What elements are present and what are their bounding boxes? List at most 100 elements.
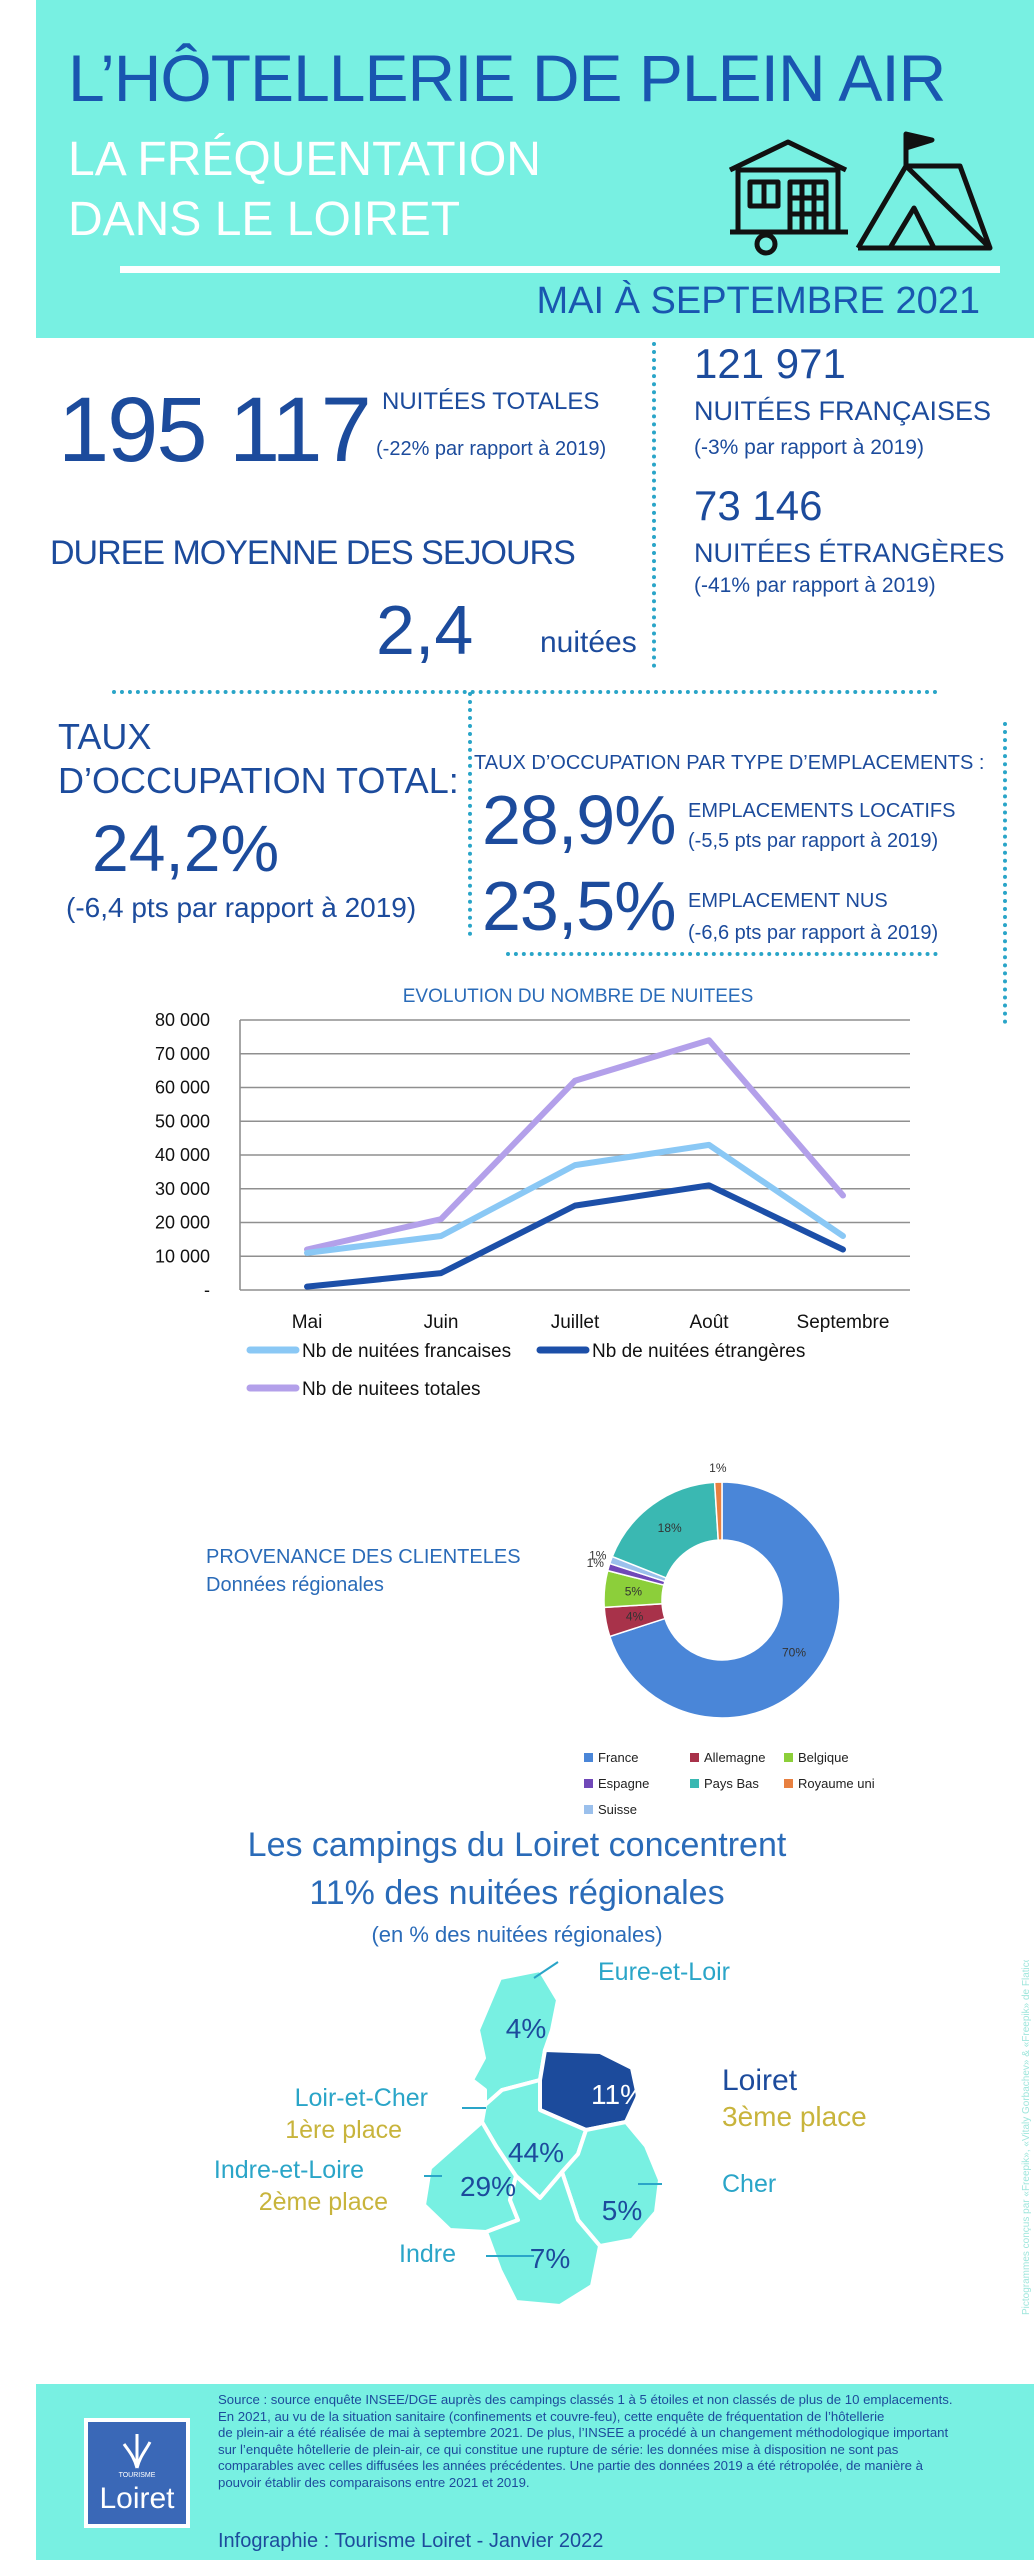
dept-indre	[484, 2170, 602, 2308]
source-line: Source : source enquête INSEE/DGE auprès…	[218, 2392, 953, 2407]
legend-label: Allemagne	[704, 1750, 765, 1765]
donut-labels: 70%4%5%1%1%18%1%	[587, 1461, 807, 1659]
legend-label: Pays Bas	[704, 1776, 759, 1791]
dotted-divider	[506, 952, 938, 956]
occupancy-total-label-line1: TAUX	[58, 716, 152, 757]
donut-slice-label: 1%	[709, 1461, 727, 1475]
legend-label: Nb de nuitées francaises	[302, 1341, 511, 1362]
map-rank-indre-et-loire: 2ème place	[259, 2188, 388, 2216]
series-line-1	[304, 1182, 846, 1290]
map-rank-loiret: 3ème place	[722, 2101, 867, 2132]
legend-swatch	[784, 1753, 793, 1762]
mobile-home-icon	[728, 139, 848, 256]
rental-pitch-occupancy-label: EMPLACEMENTS LOCATIFS	[688, 800, 956, 822]
series-line-0	[304, 1141, 846, 1256]
occupancy-total-label-line2: D’OCCUPATION TOTAL:	[58, 760, 459, 801]
dotted-divider	[468, 692, 472, 936]
donut-slice-label: 5%	[625, 1585, 643, 1599]
map-title-line2: 11% des nuitées régionales	[309, 1874, 725, 1912]
rental-pitch-occupancy-change: (-5,5 pts par rapport à 2019)	[688, 830, 939, 852]
map-rank-loir-et-cher: 1ère place	[285, 2116, 402, 2144]
legend-label: Suisse	[598, 1802, 637, 1817]
legend-swatch	[690, 1753, 699, 1762]
french-nights-value: 121 971	[694, 340, 846, 387]
y-tick-label: 80 000	[155, 1010, 210, 1030]
dotted-divider	[1003, 722, 1007, 1024]
tourisme-loiret-logo: TOURISME Loiret	[84, 2418, 190, 2528]
source-line: comparables avec celles diffusées les an…	[218, 2458, 924, 2473]
infographic-credit: Infographie : Tourisme Loiret - Janvier …	[218, 2530, 604, 2552]
map-label-loiret: Loiret	[722, 2064, 798, 2097]
y-tick-label: 30 000	[155, 1179, 210, 1199]
total-nights-value: 195 117	[58, 379, 372, 481]
source-note: Source : source enquête INSEE/DGE auprès…	[218, 2392, 1030, 2491]
period-label: MAI À SEPTEMBRE 2021	[536, 280, 981, 322]
source-line: En 2021, au vu de la situation sanitaire…	[218, 2408, 885, 2424]
total-nights-label: NUITÉES TOTALES	[382, 388, 600, 415]
icon-credit: Pictogrammes conçus par «Freepik», «Vita…	[1021, 1960, 1032, 2315]
nights-evolution-chart: EVOLUTION DU NOMBRE DE NUITEES - 10 000 20…	[155, 986, 910, 1400]
french-nights-change: (-3% par rapport à 2019)	[694, 436, 924, 459]
tent-icon	[855, 131, 993, 251]
foreign-nights-change: (-41% par rapport à 2019)	[694, 574, 936, 597]
logo-name-text: Loiret	[99, 2482, 175, 2515]
flower-logo-icon	[122, 2434, 152, 2469]
map-label-eure-et-loir: Eure-et-Loir	[598, 1958, 730, 1986]
camping-icons	[728, 131, 993, 256]
donut-slice-france	[608, 1481, 841, 1719]
donut-subtitle: Données régionales	[206, 1574, 384, 1596]
map-label-cher: Cher	[722, 2170, 776, 2198]
y-tick-label: 10 000	[155, 1246, 210, 1266]
origin-donut-chart: 70%4%5%1%1%18%1% France Allemagne Belgique…	[584, 1461, 875, 1817]
y-tick-label: 60 000	[155, 1078, 210, 1098]
page-title: L’HÔTELLERIE DE PLEIN AIR	[68, 41, 946, 115]
y-tick-label: 50 000	[155, 1111, 210, 1131]
occupancy-by-type-label: TAUX D’OCCUPATION PAR TYPE D’EMPLACEMENT…	[474, 752, 985, 774]
chart-series-lines	[304, 1037, 846, 1290]
y-tick-label: 20 000	[155, 1213, 210, 1233]
legend-label: Espagne	[598, 1776, 649, 1791]
header-divider	[120, 266, 1000, 273]
x-tick-label: Juillet	[551, 1312, 600, 1333]
map-label-loir-et-cher: Loir-et-Cher	[295, 2084, 428, 2112]
map-value-indre: 7%	[530, 2243, 570, 2274]
x-tick-label: Juin	[424, 1312, 459, 1333]
rental-pitch-occupancy-value: 28,9%	[482, 781, 676, 859]
total-nights-change: (-22% par rapport à 2019)	[376, 438, 607, 460]
donut-slice-label: 70%	[782, 1645, 806, 1659]
source-line: sur l’enquête hôtellerie de plein-air, c…	[218, 2441, 899, 2457]
donut-slice-royaume-uni	[713, 1481, 723, 1541]
avg-stay-unit: nuitées	[540, 626, 637, 659]
source-line: de plein-air a été réalisée de mai à sep…	[218, 2425, 949, 2440]
legend-label: Royaume uni	[798, 1776, 875, 1791]
map-value-cher: 5%	[602, 2195, 642, 2226]
chart-legend: Nb de nuitées francaises Nb de nuitées ét…	[246, 1341, 805, 1400]
x-tick-label: Août	[689, 1312, 729, 1333]
map-label-indre-et-loire: Indre-et-Loire	[214, 2156, 364, 2184]
map-value-loir-et-cher: 44%	[508, 2137, 564, 2168]
map-value-loiret: 11%	[591, 2079, 645, 2110]
x-tick-label: Septembre	[797, 1312, 890, 1333]
y-tick-label: -	[204, 1280, 210, 1300]
donut-slices	[603, 1481, 841, 1719]
legend-swatch	[690, 1779, 699, 1788]
occupancy-total-value: 24,2%	[92, 811, 280, 885]
bare-pitch-occupancy-label: EMPLACEMENT NUS	[688, 890, 888, 912]
avg-stay-label: DUREE MOYENNE DES SEJOURS	[50, 534, 576, 572]
y-tick-label: 70 000	[155, 1044, 210, 1064]
dotted-divider	[652, 342, 656, 668]
chart-x-ticks: Mai Juin Juillet Août Septembre	[292, 1312, 890, 1333]
avg-stay-value: 2,4	[376, 591, 474, 669]
icon-credit-text: Pictogrammes conçus par «Freepik», «Vita…	[1021, 1960, 1032, 2315]
donut-title: PROVENANCE DES CLIENTELES	[206, 1546, 521, 1568]
region-map: 4% 11% 44% 29% 5% 7% Eure-et-Loir Loiret…	[214, 1958, 867, 2308]
legend-swatch	[584, 1753, 593, 1762]
bare-pitch-occupancy-value: 23,5%	[482, 867, 676, 945]
logo-small-text: TOURISME	[118, 2472, 156, 2479]
french-nights-label: NUITÉES FRANÇAISES	[694, 396, 992, 426]
header-banner: L’HÔTELLERIE DE PLEIN AIR LA FRÉQUENTATI…	[36, 0, 1034, 338]
page-subtitle-line2: DANS LE LOIRET	[68, 193, 461, 246]
legend-swatch	[584, 1779, 593, 1788]
map-title-line1: Les campings du Loiret concentrent	[247, 1826, 787, 1864]
donut-slice-label: 18%	[658, 1521, 682, 1535]
